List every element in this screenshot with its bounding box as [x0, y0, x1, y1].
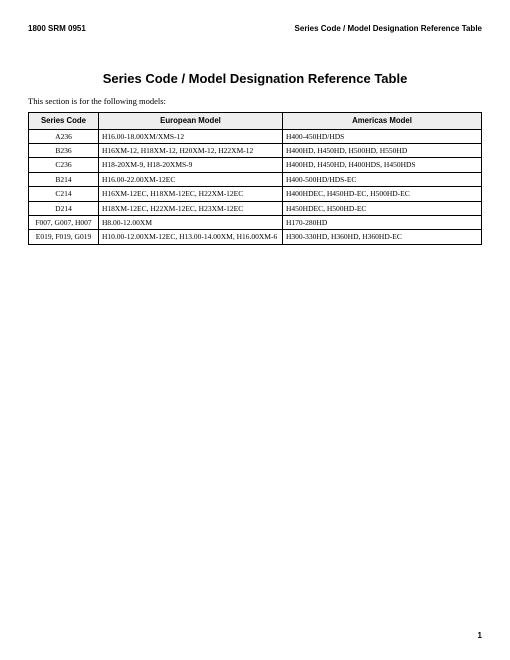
cell-series: D214	[29, 201, 99, 215]
table-row: F007, G007, H007 H8.00-12.00XM H170-280H…	[29, 215, 482, 229]
cell-euro: H16XM-12EC, H18XM-12EC, H22XM-12EC	[99, 187, 283, 201]
cell-amer: H450HDEC, H500HD-EC	[283, 201, 482, 215]
cell-amer: H400-450HD/HDS	[283, 129, 482, 143]
header-right: Series Code / Model Designation Referenc…	[295, 24, 482, 33]
cell-amer: H170-280HD	[283, 215, 482, 229]
cell-amer: H400HD, H450HD, H500HD, H550HD	[283, 144, 482, 158]
cell-amer: H400HD, H450HD, H400HDS, H450HDS	[283, 158, 482, 172]
table-row: C236 H18-20XM-9, H18-20XMS-9 H400HD, H45…	[29, 158, 482, 172]
cell-euro: H18XM-12EC, H22XM-12EC, H23XM-12EC	[99, 201, 283, 215]
cell-series: F007, G007, H007	[29, 215, 99, 229]
cell-euro: H18-20XM-9, H18-20XMS-9	[99, 158, 283, 172]
table-row: E019, F019, G019 H10.00-12.00XM-12EC, H1…	[29, 230, 482, 244]
page-title: Series Code / Model Designation Referenc…	[28, 71, 482, 86]
cell-euro: H16XM-12, H18XM-12, H20XM-12, H22XM-12	[99, 144, 283, 158]
table-row: C214 H16XM-12EC, H18XM-12EC, H22XM-12EC …	[29, 187, 482, 201]
intro-text: This section is for the following models…	[28, 96, 482, 106]
page-header: 1800 SRM 0951 Series Code / Model Design…	[28, 24, 482, 33]
cell-euro: H16.00-18.00XM/XMS-12	[99, 129, 283, 143]
cell-series: B214	[29, 172, 99, 186]
cell-amer: H300-330HD, H360HD, H360HD-EC	[283, 230, 482, 244]
cell-series: B236	[29, 144, 99, 158]
table-row: A236 H16.00-18.00XM/XMS-12 H400-450HD/HD…	[29, 129, 482, 143]
th-amer: Americas Model	[283, 113, 482, 130]
cell-series: C214	[29, 187, 99, 201]
cell-euro: H16.00-22.00XM-12EC	[99, 172, 283, 186]
cell-series: C236	[29, 158, 99, 172]
cell-amer: H400-500HD/HDS-EC	[283, 172, 482, 186]
cell-amer: H400HDEC, H450HD-EC, H500HD-EC	[283, 187, 482, 201]
reference-table: Series Code European Model Americas Mode…	[28, 112, 482, 245]
table-row: B236 H16XM-12, H18XM-12, H20XM-12, H22XM…	[29, 144, 482, 158]
cell-euro: H10.00-12.00XM-12EC, H13.00-14.00XM, H16…	[99, 230, 283, 244]
cell-series: E019, F019, G019	[29, 230, 99, 244]
table-row: B214 H16.00-22.00XM-12EC H400-500HD/HDS-…	[29, 172, 482, 186]
cell-series: A236	[29, 129, 99, 143]
table-row: D214 H18XM-12EC, H22XM-12EC, H23XM-12EC …	[29, 201, 482, 215]
page-number: 1	[478, 631, 482, 640]
table-header-row: Series Code European Model Americas Mode…	[29, 113, 482, 130]
table-body: A236 H16.00-18.00XM/XMS-12 H400-450HD/HD…	[29, 129, 482, 244]
cell-euro: H8.00-12.00XM	[99, 215, 283, 229]
th-euro: European Model	[99, 113, 283, 130]
th-series: Series Code	[29, 113, 99, 130]
header-left: 1800 SRM 0951	[28, 24, 86, 33]
